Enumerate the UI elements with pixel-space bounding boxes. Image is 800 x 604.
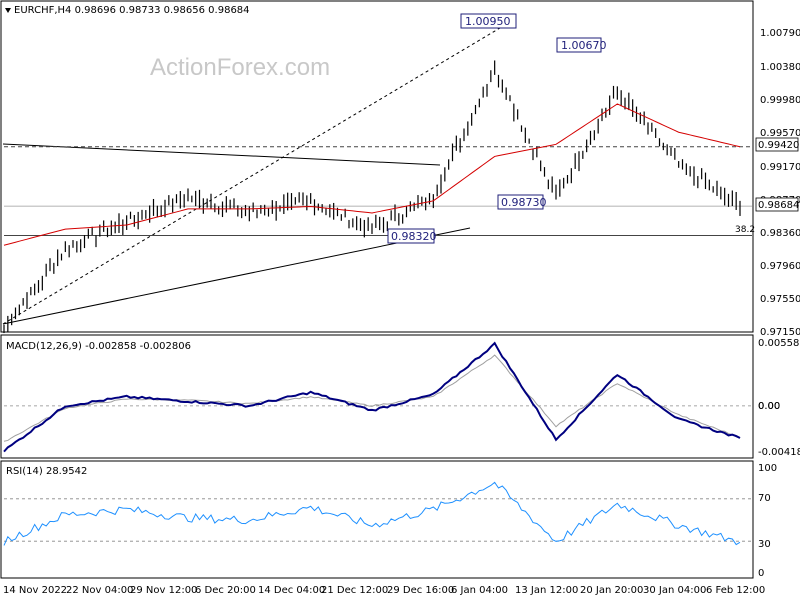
price-tick: 0.99570: [760, 128, 800, 139]
rsi-panel: [0, 460, 754, 579]
annotation-label: 1.00950: [465, 15, 511, 28]
current-price-tag: 0.98684: [755, 197, 799, 212]
x-tick: 29 Nov 12:00: [130, 585, 197, 596]
annotation-label: 0.98730: [501, 196, 547, 209]
rsi-tick: 30: [758, 539, 771, 550]
x-tick: 29 Dec 16:00: [387, 585, 454, 596]
macd-tick: -0.004188: [758, 447, 800, 458]
macd-tick: 0.005582: [758, 338, 800, 349]
dropdown-triangle-icon: [5, 8, 11, 13]
annotation-0-98730: 0.98730: [497, 194, 547, 210]
x-tick: 6 Feb 12:00: [706, 585, 765, 596]
x-tick: 22 Nov 04:00: [66, 585, 133, 596]
rsi-line: [3, 481, 741, 546]
macd-tick: 0.00: [758, 401, 780, 412]
x-tick: 21 Dec 12:00: [321, 585, 388, 596]
price-yaxis: 1.00790 1.00380 0.99980 0.99570 0.99170 …: [760, 28, 800, 338]
xaxis: 14 Nov 2022 22 Nov 04:00 29 Nov 12:00 6 …: [3, 585, 765, 596]
x-tick: 13 Jan 12:00: [515, 585, 578, 596]
macd-yaxis: 0.005582 0.00 0.00 -0.004188: [758, 338, 800, 458]
rsi-tick: 100: [758, 463, 777, 474]
price-tick: 0.97960: [760, 261, 800, 272]
annotation-1-00950: 1.00950: [460, 13, 517, 29]
macd-header: MACD(12,26,9) -0.002858 -0.002806: [6, 341, 191, 352]
watermark: ActionForex.com: [150, 54, 330, 81]
moving-average-line: [3, 103, 741, 246]
rsi-yaxis: 100 70 30 0: [758, 463, 777, 579]
x-tick: 20 Jan 20:00: [580, 585, 643, 596]
level-tag: 0.99420: [755, 137, 799, 152]
trendline-lower: [2, 227, 471, 325]
x-tick: 14 Nov 2022: [3, 585, 67, 596]
rsi-header: RSI(14) 28.9542: [6, 466, 87, 477]
price-panel: [0, 0, 754, 333]
x-tick: 14 Dec 04:00: [258, 585, 325, 596]
price-tick: 0.98360: [760, 228, 800, 239]
current-price-text: 0.98684: [758, 200, 799, 211]
annotation-label: 1.00670: [561, 39, 607, 52]
x-tick: 30 Jan 04:00: [643, 585, 706, 596]
rsi-tick: 70: [758, 493, 771, 504]
x-tick: 6 Jan 04:00: [451, 585, 508, 596]
macd-line: [3, 341, 741, 453]
annotation-1-00670: 1.00670: [556, 37, 607, 53]
price-tick: 0.97550: [760, 294, 800, 305]
symbol-header-text: EURCHF,H4 0.98696 0.98733 0.98656 0.9868…: [14, 5, 250, 16]
symbol-header: EURCHF,H4 0.98696 0.98733 0.98656 0.9868…: [5, 5, 250, 16]
price-tick: 0.99170: [760, 162, 800, 173]
trendline-upper: [2, 143, 441, 166]
trendline-dashed: [2, 21, 511, 325]
rsi-tick: 0: [758, 568, 764, 579]
price-tick: 1.00380: [760, 62, 800, 73]
price-tick: 0.99980: [760, 95, 800, 106]
fib-label: 38.2: [735, 225, 755, 235]
x-tick: 6 Dec 20:00: [195, 585, 256, 596]
price-tick: 1.00790: [760, 28, 800, 39]
annotation-0-98320: 0.98320: [387, 228, 437, 244]
macd-tick: 0.00: [758, 401, 780, 412]
price-tick: 0.97150: [760, 327, 800, 338]
level-tag-text: 0.99420: [758, 140, 799, 151]
macd-signal-line: [3, 354, 741, 442]
annotation-label: 0.98320: [391, 230, 437, 243]
macd-panel: [0, 334, 754, 459]
